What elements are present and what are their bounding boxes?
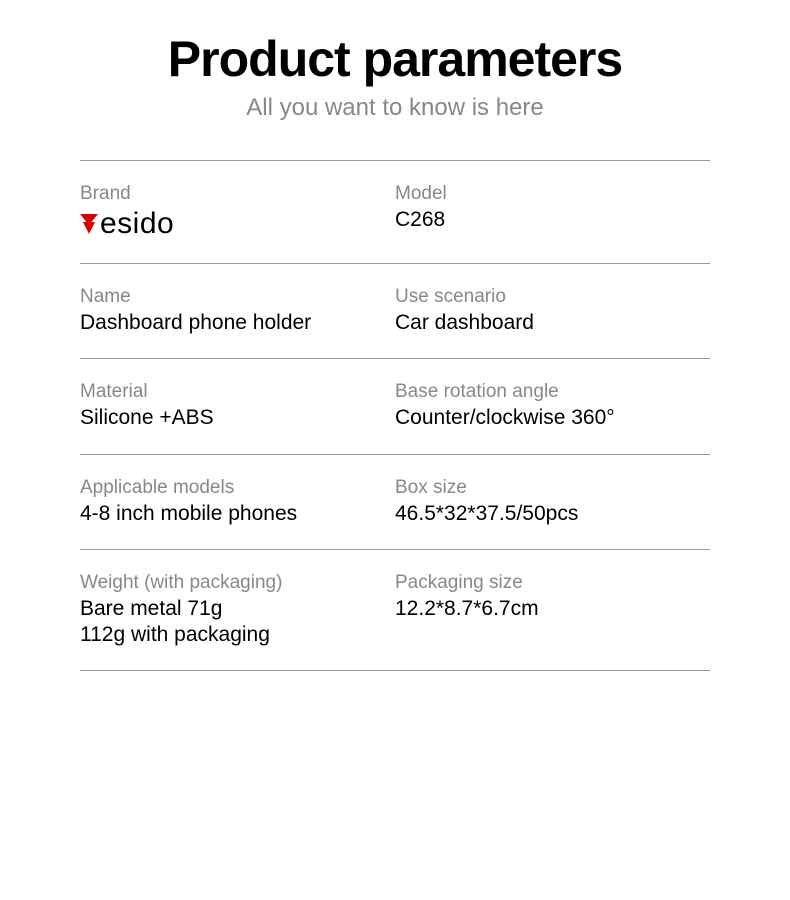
- brand-logo: esido: [80, 207, 395, 241]
- param-cell-name: Name Dashboard phone holder: [80, 286, 395, 336]
- param-cell-model: Model C268: [395, 183, 710, 241]
- param-label: Material: [80, 381, 395, 403]
- param-value: C268: [395, 207, 710, 233]
- param-label: Box size: [395, 477, 710, 499]
- param-cell-packaging-size: Packaging size 12.2*8.7*6.7cm: [395, 572, 710, 649]
- param-cell-applicable: Applicable models 4-8 inch mobile phones: [80, 477, 395, 527]
- divider: [80, 670, 710, 671]
- page-subtitle: All you want to know is here: [80, 94, 710, 122]
- param-value: Silicone +ABS: [80, 405, 395, 431]
- param-cell-weight: Weight (with packaging) Bare metal 71g 1…: [80, 572, 395, 649]
- param-row: Name Dashboard phone holder Use scenario…: [80, 264, 710, 358]
- param-label: Base rotation angle: [395, 381, 710, 403]
- param-value: 12.2*8.7*6.7cm: [395, 596, 710, 622]
- param-value: Car dashboard: [395, 310, 710, 336]
- brand-logo-text: esido: [100, 207, 174, 241]
- param-row: Applicable models 4-8 inch mobile phones…: [80, 455, 710, 549]
- param-label: Weight (with packaging): [80, 572, 395, 594]
- param-row: Brand esido Model C268: [80, 161, 710, 263]
- product-parameters-card: Product parameters All you want to know …: [0, 0, 790, 691]
- param-row: Material Silicone +ABS Base rotation ang…: [80, 359, 710, 453]
- param-label: Use scenario: [395, 286, 710, 308]
- param-value: 46.5*32*37.5/50pcs: [395, 501, 710, 527]
- param-label: Name: [80, 286, 395, 308]
- param-cell-rotation: Base rotation angle Counter/clockwise 36…: [395, 381, 710, 431]
- param-label: Applicable models: [80, 477, 395, 499]
- param-value: Bare metal 71g 112g with packaging: [80, 596, 395, 649]
- param-cell-use-scenario: Use scenario Car dashboard: [395, 286, 710, 336]
- param-row: Weight (with packaging) Bare metal 71g 1…: [80, 550, 710, 671]
- param-label: Brand: [80, 183, 395, 205]
- param-label: Model: [395, 183, 710, 205]
- param-value: Counter/clockwise 360°: [395, 405, 710, 431]
- param-cell-box-size: Box size 46.5*32*37.5/50pcs: [395, 477, 710, 527]
- yesido-mark-icon: [80, 214, 98, 234]
- param-label: Packaging size: [395, 572, 710, 594]
- page-title: Product parameters: [80, 30, 710, 88]
- param-cell-material: Material Silicone +ABS: [80, 381, 395, 431]
- param-cell-brand: Brand esido: [80, 183, 395, 241]
- param-value: Dashboard phone holder: [80, 310, 395, 336]
- param-value: 4-8 inch mobile phones: [80, 501, 395, 527]
